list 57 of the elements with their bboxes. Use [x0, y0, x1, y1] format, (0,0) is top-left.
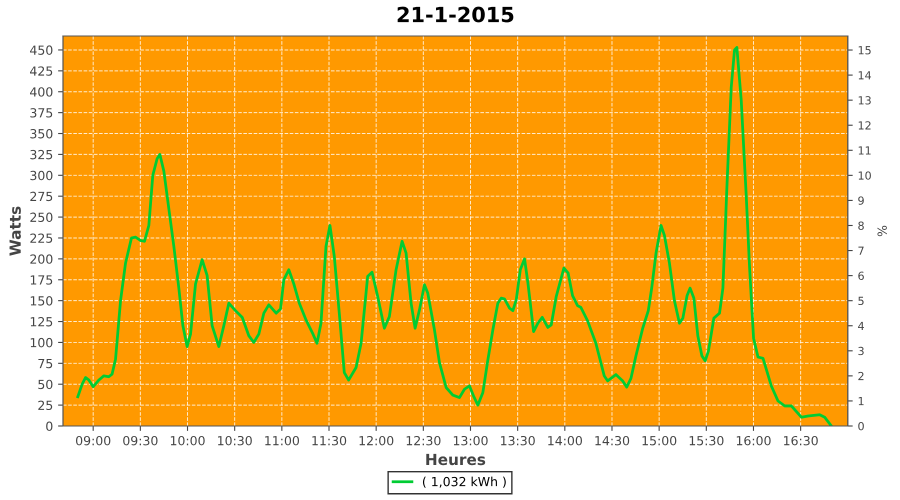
x-tick-label: 11:30: [312, 436, 346, 446]
x-tick-label: 12:30: [406, 436, 441, 446]
y-tick-label: 125: [30, 317, 52, 326]
y-tick-label: 350: [30, 128, 52, 138]
x-tick-label: 09:30: [123, 436, 158, 446]
y2-tick-label: 1: [858, 397, 864, 406]
y2-tick-label: 4: [858, 322, 864, 330]
y2-tick-label: 10: [858, 171, 871, 180]
x-tick-label: 13:00: [454, 436, 488, 446]
y-tick-label: 150: [30, 296, 52, 306]
y-tick-label: 325: [30, 150, 52, 160]
y2-tick-label: 3: [858, 346, 864, 356]
y-tick-label: 50: [38, 380, 52, 390]
y2-tick-label: 12: [858, 121, 871, 130]
y2-tick-label: 8: [858, 221, 864, 230]
y-tick-label: 250: [30, 212, 52, 222]
y-tick-label: 0: [46, 421, 52, 431]
x-axis-title: Heures: [426, 454, 486, 466]
y2-tick-label: 15: [858, 46, 871, 54]
x-tick-label: 10:30: [218, 436, 252, 446]
y-tick-label: 450: [30, 45, 52, 55]
y2-axis-title: %: [877, 226, 887, 236]
y-tick-label: 25: [38, 400, 52, 410]
x-tick-label: 13:30: [501, 436, 535, 446]
y-tick-label: 200: [30, 254, 52, 264]
y-tick-label: 400: [30, 87, 52, 97]
x-tick-label: 15:30: [690, 436, 724, 446]
y-tick-label: 100: [30, 338, 52, 348]
x-tick-label: 14:00: [548, 436, 582, 446]
y2-tick-label: 7: [858, 246, 864, 255]
y2-tick-label: 14: [858, 71, 872, 80]
y-tick-label: 275: [30, 192, 52, 202]
x-tick-label: 16:00: [736, 436, 771, 446]
legend-label: ( 1,032 kWh ): [422, 476, 506, 488]
x-tick-label: 09:00: [76, 436, 110, 446]
y-tick-label: 225: [30, 233, 52, 243]
y-tick-label: 300: [30, 170, 52, 180]
y-tick-label: 375: [30, 108, 52, 118]
y-tick-label: 425: [30, 66, 52, 76]
y2-tick-label: 9: [858, 196, 864, 205]
x-tick-label: 15:00: [642, 436, 676, 446]
y2-tick-label: 6: [858, 272, 864, 280]
x-tick-label: 11:00: [265, 436, 300, 446]
y2-tick-label: 2: [858, 372, 864, 380]
x-tick-label: 12:00: [360, 436, 394, 446]
x-tick-label: 14:30: [595, 436, 630, 446]
y2-tick-label: 11: [858, 146, 871, 155]
chart-title: 21-1-2015: [398, 6, 514, 22]
line-series: [76, 46, 833, 426]
y-tick-label: 175: [30, 275, 52, 285]
y-tick-label: 75: [38, 358, 52, 368]
y2-tick-label: 0: [858, 422, 864, 430]
x-tick-label: 10:00: [170, 436, 205, 446]
y2-tick-label: 5: [858, 296, 864, 306]
x-tick-label: 16:30: [784, 436, 818, 446]
y-axis-title: Watts: [10, 206, 21, 256]
y2-tick-label: 13: [858, 96, 871, 105]
